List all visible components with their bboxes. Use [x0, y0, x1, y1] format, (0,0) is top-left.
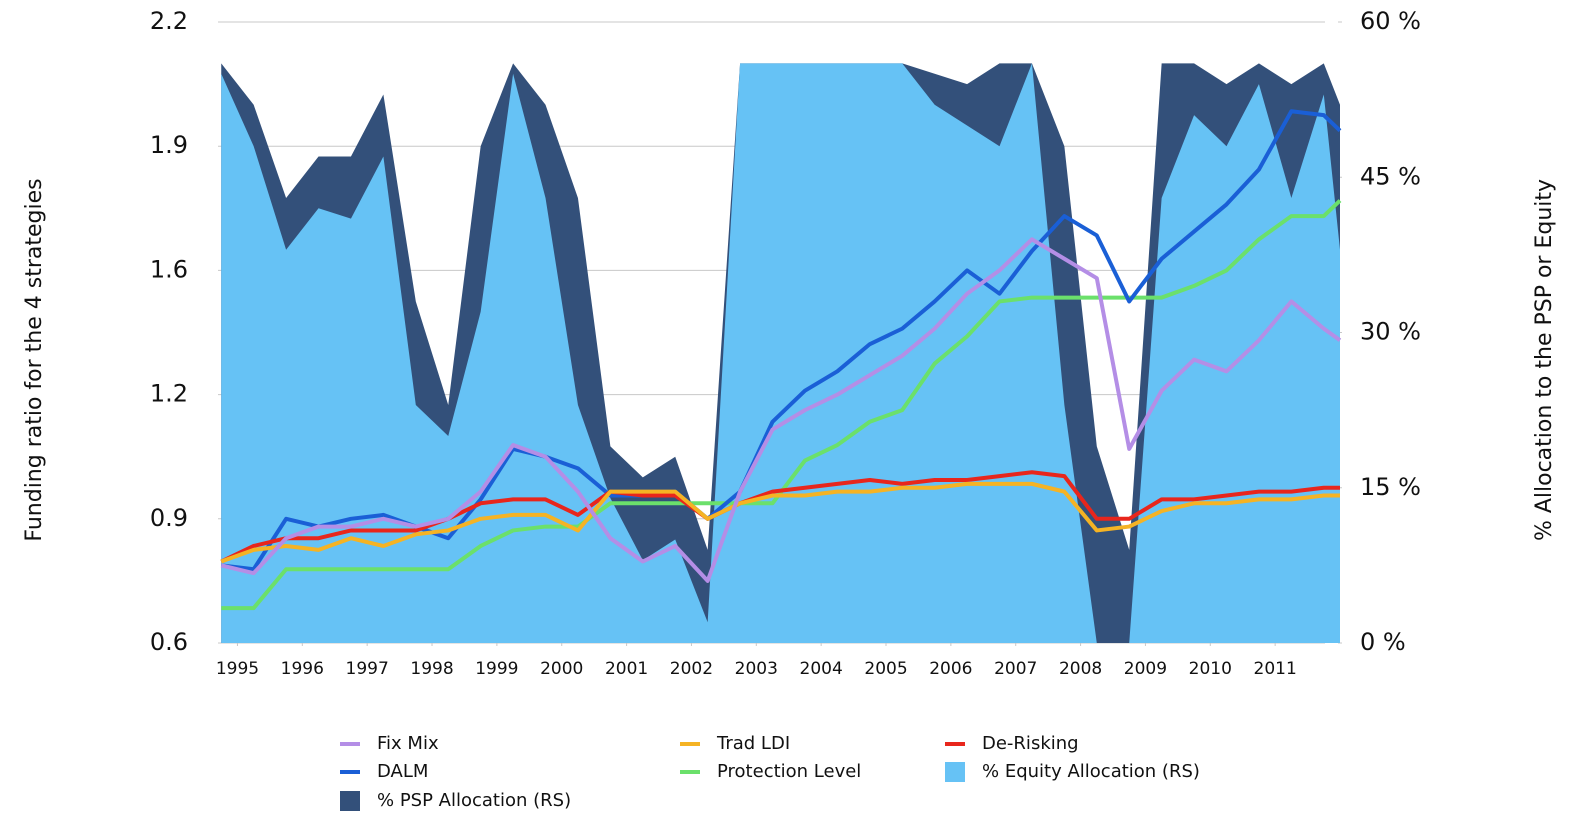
x-tick-label: 2001 [605, 659, 648, 679]
legend-label: DALM [377, 761, 428, 782]
legend-label: Protection Level [717, 761, 861, 782]
x-tick-label: 2010 [1189, 659, 1232, 679]
line [220, 470, 1340, 564]
legend-swatch [945, 762, 965, 782]
x-tick-label: 2002 [670, 659, 713, 679]
line [220, 237, 1342, 583]
x-tick-label: 2007 [994, 659, 1037, 679]
x-tick-label: 2011 [1254, 659, 1297, 679]
legend-swatch [340, 791, 360, 811]
y-tick-label: 0.6 [150, 628, 188, 656]
y-axis-title: Funding ratio for the 4 strategies [22, 178, 47, 541]
x-tick-label: 2004 [800, 659, 843, 679]
x-tick-label: 1996 [281, 659, 324, 679]
y-tick-label: 1.9 [150, 131, 188, 159]
y-tick-label: 2.2 [150, 7, 188, 35]
area [221, 63, 1340, 643]
y2-axis-title: % Allocation to the PSP or Equity [1532, 179, 1557, 541]
x-tick-label: 1998 [410, 659, 453, 679]
x-tick-label: 1999 [475, 659, 518, 679]
line [220, 481, 1340, 564]
x-tick-label: 2006 [929, 659, 972, 679]
y2-tick-label: 0 % [1360, 628, 1406, 656]
legend-label: De-Risking [982, 733, 1079, 754]
y2-tick-label: 60 % [1360, 7, 1421, 35]
x-tick-label: 1995 [216, 659, 259, 679]
y-tick-label: 0.9 [150, 504, 188, 532]
line [221, 199, 1342, 611]
y2-tick-label: 45 % [1360, 162, 1421, 190]
x-tick-label: 2009 [1124, 659, 1167, 679]
x-tick-label: 2000 [540, 659, 583, 679]
y2-tick-label: 30 % [1360, 318, 1421, 346]
x-tick-label: 2005 [864, 659, 907, 679]
y2-tick-label: 15 % [1360, 473, 1421, 501]
x-tick-label: 2008 [1059, 659, 1102, 679]
legend-label: Trad LDI [716, 733, 790, 754]
legend-label: % PSP Allocation (RS) [377, 790, 571, 811]
x-tick-label: 2003 [735, 659, 778, 679]
legend-label: Fix Mix [377, 733, 439, 754]
x-tick-label: 1997 [346, 659, 389, 679]
y-tick-label: 1.6 [150, 255, 188, 283]
legend-label: % Equity Allocation (RS) [982, 761, 1200, 782]
y-tick-label: 1.2 [150, 380, 188, 408]
